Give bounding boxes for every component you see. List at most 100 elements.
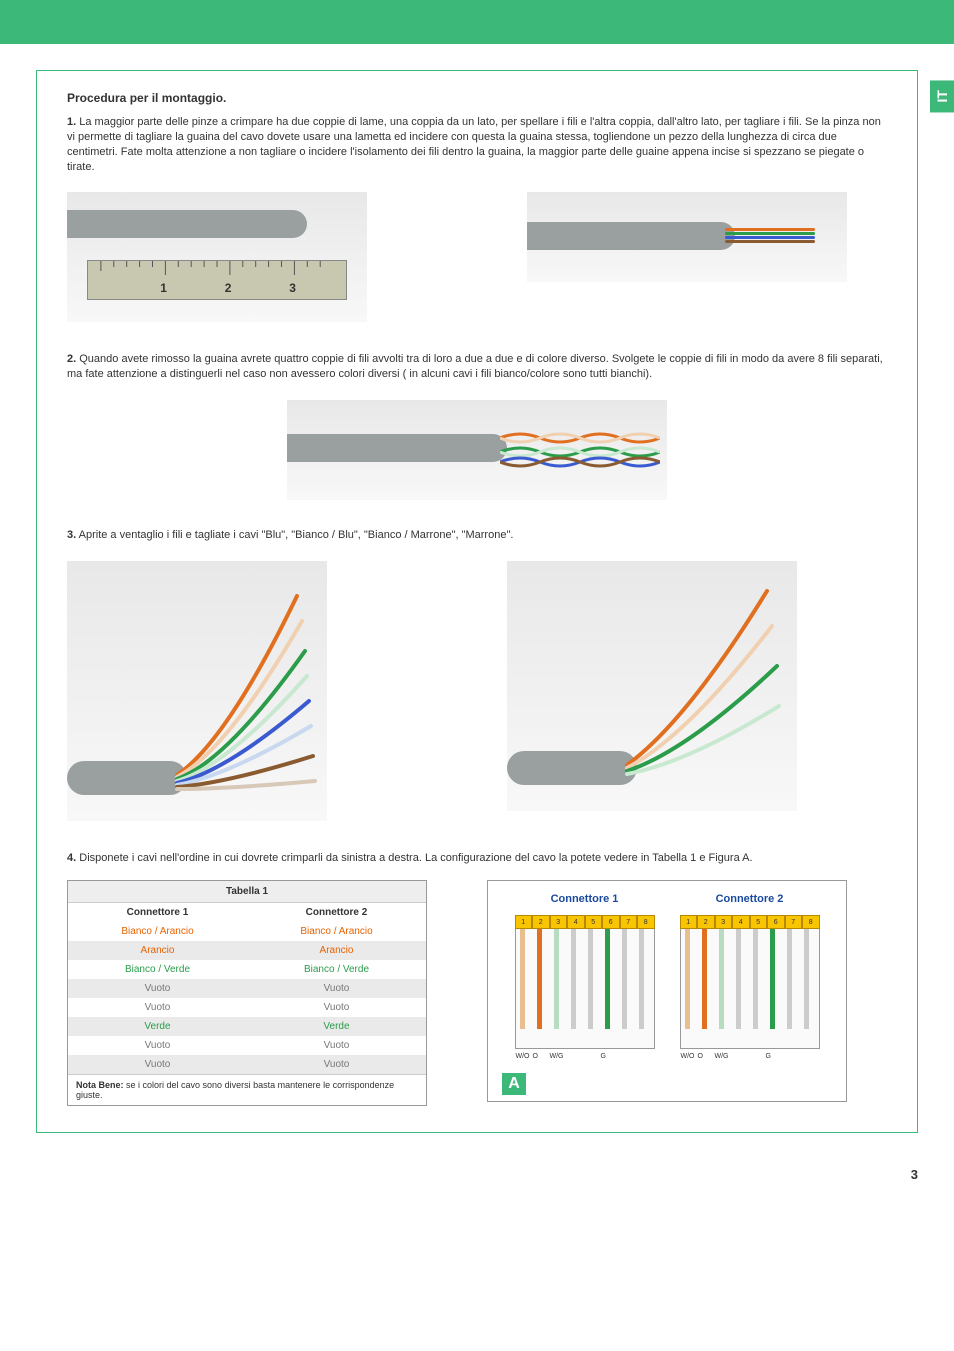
connector-wire xyxy=(804,929,809,1029)
connector-1: 12345678 W/OOW/GG xyxy=(515,915,655,1049)
step-3-number: 3. xyxy=(67,529,76,541)
table-cell: Arancio xyxy=(247,941,426,960)
connector-pin: 6 xyxy=(767,915,785,929)
table-cell: Bianco / Arancio xyxy=(68,922,247,941)
connector-pin: 2 xyxy=(697,915,715,929)
table-cell: Vuoto xyxy=(247,1055,426,1074)
table-cell: Verde xyxy=(68,1017,247,1036)
connector-pin: 7 xyxy=(620,915,638,929)
figure-a: Connettore 1 Connettore 2 12345678 W/OOW… xyxy=(487,880,847,1102)
image-wires-fanned xyxy=(67,561,327,821)
table-row: Bianco / VerdeBianco / Verde xyxy=(68,960,426,979)
connector-wire xyxy=(520,929,525,1029)
connector-pin: 8 xyxy=(802,915,820,929)
step-3-text: Aprite a ventaglio i fili e tagliate i c… xyxy=(79,529,514,541)
image-row-2 xyxy=(67,400,887,500)
connector-wire xyxy=(639,929,644,1029)
connector-pin: 2 xyxy=(532,915,550,929)
connector-2: 12345678 W/OOW/GG xyxy=(680,915,820,1049)
table-figure-row: Tabella 1 Connettore 1 Connettore 2 Bian… xyxy=(67,880,887,1106)
step-4: 4. Disponete i cavi nell'ordine in cui d… xyxy=(67,851,887,866)
connector-wire xyxy=(605,929,610,1029)
connector-wire xyxy=(622,929,627,1029)
wire-label: W/G xyxy=(715,1053,729,1060)
connector-pin: 8 xyxy=(637,915,655,929)
language-tab: IT xyxy=(930,80,954,112)
connector-wire xyxy=(753,929,758,1029)
wire-label: O xyxy=(698,1053,703,1060)
procedure-title: Procedura per il montaggio. xyxy=(67,91,887,105)
wire-label: G xyxy=(766,1053,771,1060)
step-2-number: 2. xyxy=(67,353,76,365)
connector-wire xyxy=(571,929,576,1029)
table-cell: Verde xyxy=(247,1017,426,1036)
table-cell: Vuoto xyxy=(68,998,247,1017)
table-note: Nota Bene: se i colori del cavo sono div… xyxy=(68,1074,426,1105)
table-title: Tabella 1 xyxy=(68,881,426,903)
connector-wire xyxy=(770,929,775,1029)
table-cell: Bianco / Verde xyxy=(68,960,247,979)
figure-conn1-header: Connettore 1 xyxy=(551,893,619,905)
figure-tag: A xyxy=(502,1073,526,1095)
step-4-text: Disponete i cavi nell'ordine in cui dovr… xyxy=(79,852,752,864)
figure-conn2-header: Connettore 2 xyxy=(716,893,784,905)
connector-wire xyxy=(537,929,542,1029)
connector-wire xyxy=(719,929,724,1029)
table-cell: Vuoto xyxy=(68,979,247,998)
table-cell: Vuoto xyxy=(68,1036,247,1055)
connector-pin: 5 xyxy=(750,915,768,929)
table-col1-header: Connettore 1 xyxy=(68,903,247,922)
step-2: 2. Quando avete rimosso la guaina avrete… xyxy=(67,352,887,382)
wire-label: O xyxy=(533,1053,538,1060)
step-4-number: 4. xyxy=(67,852,76,864)
connector-pin: 4 xyxy=(567,915,585,929)
connector-pin: 6 xyxy=(602,915,620,929)
table-cell: Vuoto xyxy=(247,979,426,998)
page-number: 3 xyxy=(0,1153,954,1192)
table-cell: Vuoto xyxy=(247,998,426,1017)
wire-label: W/O xyxy=(681,1053,695,1060)
wire-label: W/O xyxy=(516,1053,530,1060)
table-cell: Bianco / Verde xyxy=(247,960,426,979)
step-3: 3. Aprite a ventaglio i fili e tagliate … xyxy=(67,528,887,543)
image-cable-with-ruler: 1 2 3 xyxy=(67,192,367,322)
table-note-bold: Nota Bene: xyxy=(76,1080,124,1090)
table-row: VuotoVuoto xyxy=(68,998,426,1017)
connector-pin: 4 xyxy=(732,915,750,929)
step-1-number: 1. xyxy=(67,116,76,128)
table-cell: Bianco / Arancio xyxy=(247,922,426,941)
wire-label: G xyxy=(601,1053,606,1060)
connector-wire xyxy=(787,929,792,1029)
table-col2-header: Connettore 2 xyxy=(247,903,426,922)
image-cable-stripped xyxy=(527,192,847,282)
connector-wire xyxy=(736,929,741,1029)
connector-pin: 5 xyxy=(585,915,603,929)
connector-pin: 3 xyxy=(550,915,568,929)
connector-wire xyxy=(685,929,690,1029)
step-1: 1. La maggior parte delle pinze a crimpa… xyxy=(67,115,887,174)
table-row: VuotoVuoto xyxy=(68,1055,426,1074)
connector-pin: 3 xyxy=(715,915,733,929)
table-row: VerdeVerde xyxy=(68,1017,426,1036)
connector-wire xyxy=(702,929,707,1029)
image-row-1: 1 2 3 xyxy=(67,192,887,322)
connector-pin: 1 xyxy=(515,915,533,929)
table-cell: Arancio xyxy=(68,941,247,960)
wire-label: W/G xyxy=(550,1053,564,1060)
step-1-text: La maggior parte delle pinze a crimpare … xyxy=(67,116,881,173)
image-wires-cut xyxy=(507,561,797,811)
connector-pin: 1 xyxy=(680,915,698,929)
table-row: Bianco / ArancioBianco / Arancio xyxy=(68,922,426,941)
step-2-text: Quando avete rimosso la guaina avrete qu… xyxy=(67,353,883,380)
connector-wire xyxy=(588,929,593,1029)
table-1: Tabella 1 Connettore 1 Connettore 2 Bian… xyxy=(67,880,427,1106)
header-bar xyxy=(0,0,954,44)
page-frame: Procedura per il montaggio. 1. La maggio… xyxy=(36,70,918,1133)
connector-pin: 7 xyxy=(785,915,803,929)
table-cell: Vuoto xyxy=(247,1036,426,1055)
table-row: VuotoVuoto xyxy=(68,979,426,998)
image-twisted-pairs xyxy=(287,400,667,500)
connector-wire xyxy=(554,929,559,1029)
table-note-text: se i colori del cavo sono diversi basta … xyxy=(76,1080,394,1100)
image-row-3 xyxy=(67,561,887,821)
